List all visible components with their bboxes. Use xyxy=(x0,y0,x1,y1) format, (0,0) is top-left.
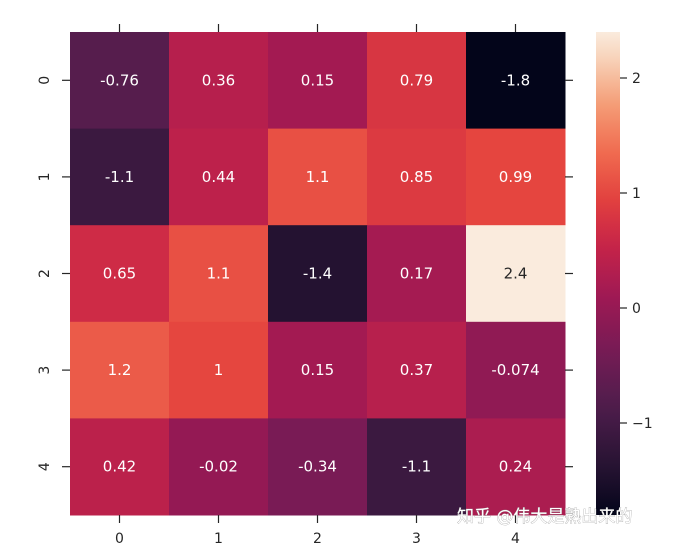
heatmap-cell xyxy=(70,321,170,419)
heatmap-cell xyxy=(70,418,170,516)
colorbar-tick-label: −1 xyxy=(632,416,653,432)
x-tick-label: 1 xyxy=(214,531,223,544)
cell-annotation: 1 xyxy=(214,361,224,379)
cell-annotation: -1.1 xyxy=(402,458,431,476)
x-tick-label: 3 xyxy=(412,531,421,544)
y-tick-label: 0 xyxy=(37,76,53,85)
heatmap-cell xyxy=(169,225,269,323)
heatmap-cell xyxy=(268,418,368,516)
heatmap-cell xyxy=(367,128,467,226)
colorbar-scale xyxy=(596,32,620,515)
cell-annotation: 2.4 xyxy=(504,265,528,283)
colorbar-tick-label: 1 xyxy=(632,186,641,202)
heatmap-cell xyxy=(268,128,368,226)
cell-annotation: 0.15 xyxy=(301,71,334,89)
cell-annotation: 0.42 xyxy=(103,458,136,476)
heatmap-cell xyxy=(367,418,467,516)
heatmap-cell xyxy=(367,321,467,419)
y-tick-label: 1 xyxy=(37,172,53,181)
cell-annotation: -0.02 xyxy=(199,458,238,476)
cell-annotation: 0.79 xyxy=(400,71,433,89)
heatmap-cell xyxy=(70,32,170,130)
heatmap-cell xyxy=(466,418,566,516)
cell-annotation: 1.2 xyxy=(108,361,132,379)
y-tick-label: 2 xyxy=(37,269,53,278)
heatmap-cell xyxy=(466,225,566,323)
heatmap-cell xyxy=(466,128,566,226)
heatmap-cell xyxy=(169,128,269,226)
cell-annotation: 0.24 xyxy=(499,458,532,476)
colorbar: 2 1 0 −1 xyxy=(596,32,653,515)
heatmap-cell xyxy=(466,32,566,130)
heatmap-cell xyxy=(268,32,368,130)
cell-annotation: 1.1 xyxy=(207,265,231,283)
cell-annotation: 1.1 xyxy=(306,168,330,186)
colorbar-ticks: 2 1 0 −1 xyxy=(620,71,653,432)
cell-annotation: -1.8 xyxy=(501,71,530,89)
heatmap-cells: -0.76 0.36 0.15 0.79 -1.8 -1.1 0.44 1.1 0.85 0.99… xyxy=(70,32,566,516)
cell-annotation: -1.4 xyxy=(303,265,332,283)
heatmap-cell xyxy=(367,32,467,130)
cell-annotation: -0.76 xyxy=(100,71,139,89)
colorbar-tick-label: 2 xyxy=(632,71,641,87)
y-tick-label: 3 xyxy=(37,366,53,375)
cell-annotation: 0.15 xyxy=(301,361,334,379)
heatmap-cell xyxy=(70,128,170,226)
heatmap-cell xyxy=(466,321,566,419)
cell-annotation: 0.85 xyxy=(400,168,433,186)
heatmap-cell xyxy=(367,225,467,323)
cell-annotation: -0.074 xyxy=(491,361,539,379)
heatmap-cell xyxy=(169,321,269,419)
colorbar-tick-label: 0 xyxy=(632,301,641,317)
y-axis: 0 1 2 3 4 xyxy=(37,76,573,471)
x-tick-label: 2 xyxy=(313,531,322,544)
heatmap-cell xyxy=(169,32,269,130)
x-tick-label: 4 xyxy=(511,531,520,544)
heatmap-cell xyxy=(70,225,170,323)
cell-annotation: -1.1 xyxy=(105,168,134,186)
heatmap-cell xyxy=(268,321,368,419)
cell-annotation: 0.65 xyxy=(103,265,136,283)
x-tick-label: 0 xyxy=(115,531,124,544)
heatmap-cell xyxy=(268,225,368,323)
cell-annotation: 0.44 xyxy=(202,168,235,186)
cell-annotation: 0.99 xyxy=(499,168,532,186)
watermark-text: 知乎 @伟大是熟出来的 xyxy=(457,506,632,527)
cell-annotation: 0.36 xyxy=(202,71,235,89)
y-tick-label: 4 xyxy=(37,462,53,471)
cell-annotation: 0.17 xyxy=(400,265,433,283)
cell-annotation: 0.37 xyxy=(400,361,433,379)
cell-annotation: -0.34 xyxy=(298,458,337,476)
x-axis: 0 1 2 3 4 xyxy=(115,24,520,544)
heatmap-cell xyxy=(169,418,269,516)
